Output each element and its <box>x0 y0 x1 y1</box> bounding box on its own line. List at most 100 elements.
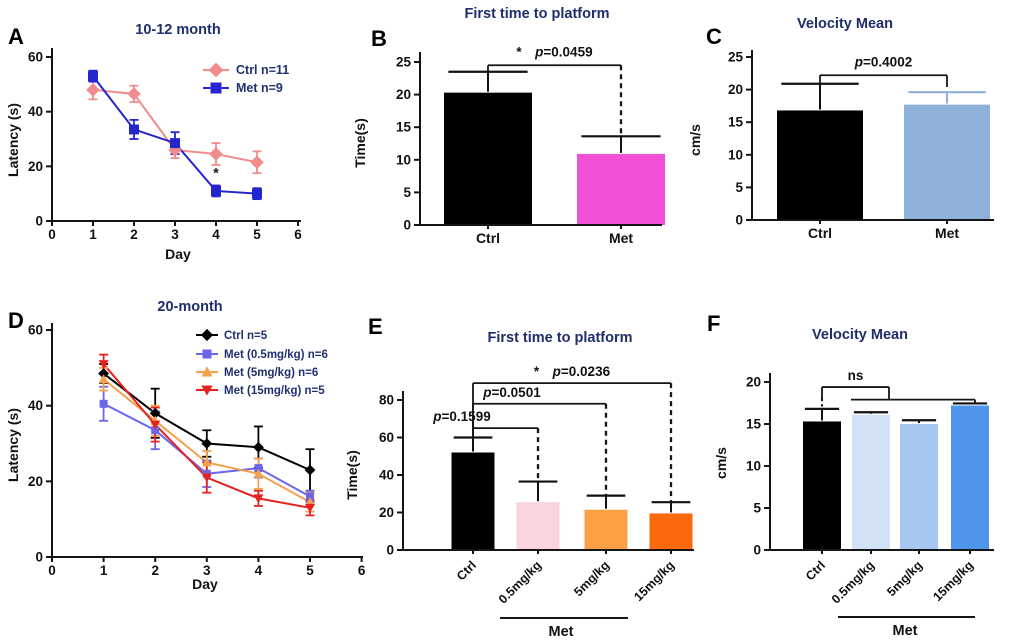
svg-text:ns: ns <box>848 368 864 383</box>
svg-text:40: 40 <box>379 468 394 483</box>
svg-text:1: 1 <box>100 563 108 578</box>
svg-text:15mg/kg: 15mg/kg <box>930 558 976 604</box>
svg-text:5: 5 <box>306 563 314 578</box>
svg-text:40: 40 <box>28 398 43 413</box>
latency-line-chart-20-month: 0 20 40 60 20-month Latency (s) 0 1 2 3 4 5 6 Day Ctrl… <box>5 299 366 592</box>
svg-text:*: * <box>213 164 219 180</box>
svg-text:Day: Day <box>165 246 191 262</box>
panel-f-letter: F <box>707 311 721 336</box>
svg-text:0.5mg/kg: 0.5mg/kg <box>496 558 544 606</box>
velocity-mean-bar-chart-aged: 0 5 10 15 20 Velocity Mean cm/s Ctrl 0.5mg/kg 5mg… <box>713 327 994 639</box>
latency-line-chart-10-12-month: 0 20 40 60 10-12 month Latency (s) 0 1 2 3 4 5 6 Day C… <box>5 22 302 262</box>
svg-text:5: 5 <box>753 501 761 516</box>
svg-text:20-month: 20-month <box>157 299 222 315</box>
svg-text:cm/s: cm/s <box>687 124 703 156</box>
svg-text:20: 20 <box>746 375 761 390</box>
svg-text:3: 3 <box>171 227 179 242</box>
svg-text:20: 20 <box>396 87 411 102</box>
svg-text:p=0.1599: p=0.1599 <box>432 409 490 424</box>
svg-text:15: 15 <box>728 115 744 130</box>
svg-text:0: 0 <box>735 213 743 228</box>
svg-text:60: 60 <box>28 50 43 65</box>
svg-text:Velocity Mean: Velocity Mean <box>812 327 908 343</box>
svg-text:Ctrl: Ctrl <box>476 230 500 246</box>
svg-text:0: 0 <box>386 543 394 558</box>
svg-text:Met n=9: Met n=9 <box>236 81 283 95</box>
panel-d: D 0 20 40 60 20-month Latency (s) 0 1 2 3 4 5 6 Day Ct… <box>0 295 368 643</box>
svg-text:5: 5 <box>735 180 743 195</box>
panel-c-letter: C <box>706 24 722 49</box>
svg-text:Ctrl n=11: Ctrl n=11 <box>236 63 289 77</box>
panel-d-letter: D <box>8 308 24 333</box>
svg-text:0: 0 <box>403 218 411 233</box>
svg-text:p=0.0501: p=0.0501 <box>482 385 541 400</box>
svg-text:0: 0 <box>753 543 761 558</box>
svg-text:First time to platform: First time to platform <box>487 330 632 346</box>
svg-text:0: 0 <box>35 214 43 229</box>
svg-text:10: 10 <box>746 459 761 474</box>
svg-text:80: 80 <box>379 393 394 408</box>
svg-text:First time to platform: First time to platform <box>464 6 609 22</box>
svg-text:40: 40 <box>28 104 43 119</box>
svg-text:0: 0 <box>48 227 56 242</box>
svg-text:Day: Day <box>192 576 218 592</box>
svg-text:Latency (s): Latency (s) <box>5 103 21 177</box>
panel-c: C 0 5 10 15 20 25 Velocity Mean cm/s Ctrl Met p=0.… <box>670 0 1020 272</box>
svg-text:Met: Met <box>893 623 918 639</box>
svg-text:25: 25 <box>728 50 744 65</box>
svg-text:Time(s): Time(s) <box>344 450 360 500</box>
svg-text:20: 20 <box>728 82 743 97</box>
first-time-to-platform-bar-chart-adult: 0 5 10 15 20 25 First time to platform Time(s) C… <box>352 6 665 246</box>
svg-text:Met: Met <box>609 230 633 246</box>
svg-text:6: 6 <box>358 563 366 578</box>
svg-text:0.5mg/kg: 0.5mg/kg <box>829 558 877 606</box>
svg-text:5: 5 <box>253 227 261 242</box>
svg-text:Met: Met <box>549 624 574 640</box>
svg-text:5mg/kg: 5mg/kg <box>884 558 925 599</box>
svg-text:15: 15 <box>396 120 412 135</box>
svg-text:Ctrl: Ctrl <box>454 558 479 583</box>
svg-text:3: 3 <box>203 563 211 578</box>
svg-text:Met (15mg/kg) n=5: Met (15mg/kg) n=5 <box>224 385 325 397</box>
svg-text:20: 20 <box>28 474 43 489</box>
panel-b-letter: B <box>371 26 387 51</box>
svg-text:5: 5 <box>403 185 411 200</box>
svg-text:1: 1 <box>89 227 97 242</box>
svg-text:25: 25 <box>396 55 412 70</box>
svg-text:6: 6 <box>294 227 302 242</box>
svg-text:60: 60 <box>379 430 394 445</box>
panel-e-letter: E <box>368 314 383 339</box>
svg-text:20: 20 <box>28 159 43 174</box>
velocity-mean-bar-chart-adult: 0 5 10 15 20 25 Velocity Mean cm/s Ctrl Met p=0.40… <box>687 16 994 241</box>
svg-text:15: 15 <box>746 417 762 432</box>
svg-text:10: 10 <box>396 152 411 167</box>
svg-text:4: 4 <box>212 227 220 242</box>
svg-text:Latency (s): Latency (s) <box>5 408 21 482</box>
svg-text:10-12 month: 10-12 month <box>135 22 220 38</box>
svg-text:0: 0 <box>48 563 56 578</box>
first-time-to-platform-bar-chart-aged: 0 20 40 60 80 First time to platform Time(s) Ct… <box>344 330 694 640</box>
svg-text:p=0.4002: p=0.4002 <box>854 54 912 69</box>
svg-text:5mg/kg: 5mg/kg <box>571 558 612 599</box>
svg-text:Velocity Mean: Velocity Mean <box>797 16 893 32</box>
svg-text:15mg/kg: 15mg/kg <box>631 558 677 604</box>
panel-f: F 0 5 10 15 20 Velocity Mean cm/s Ctrl 0.5mg/kg 5… <box>698 295 1020 643</box>
svg-text:4: 4 <box>255 563 263 578</box>
svg-text:Time(s): Time(s) <box>352 118 368 168</box>
panel-a-letter: A <box>8 24 24 49</box>
panel-a: A 0 20 40 60 10-12 month Latency (s) 0 1 2 3 4 5 6 Da… <box>0 0 340 272</box>
svg-text:20: 20 <box>379 505 394 520</box>
svg-text:10: 10 <box>728 147 743 162</box>
panel-b: B 0 5 10 15 20 25 First time to platform Time(s… <box>340 0 670 272</box>
panel-e: E 0 20 40 60 80 First time to platform Time(s)… <box>340 295 698 643</box>
svg-text:cm/s: cm/s <box>713 447 729 479</box>
svg-text:0: 0 <box>35 550 43 565</box>
svg-text:2: 2 <box>130 227 138 242</box>
svg-text:2: 2 <box>151 563 159 578</box>
svg-text:Ctrl n=5: Ctrl n=5 <box>224 330 268 342</box>
svg-text:Met (0.5mg/kg) n=6: Met (0.5mg/kg) n=6 <box>224 349 328 361</box>
svg-text:Met: Met <box>935 225 959 241</box>
svg-text:* p=0.0459: * p=0.0459 <box>516 44 592 59</box>
svg-text:60: 60 <box>28 323 43 338</box>
